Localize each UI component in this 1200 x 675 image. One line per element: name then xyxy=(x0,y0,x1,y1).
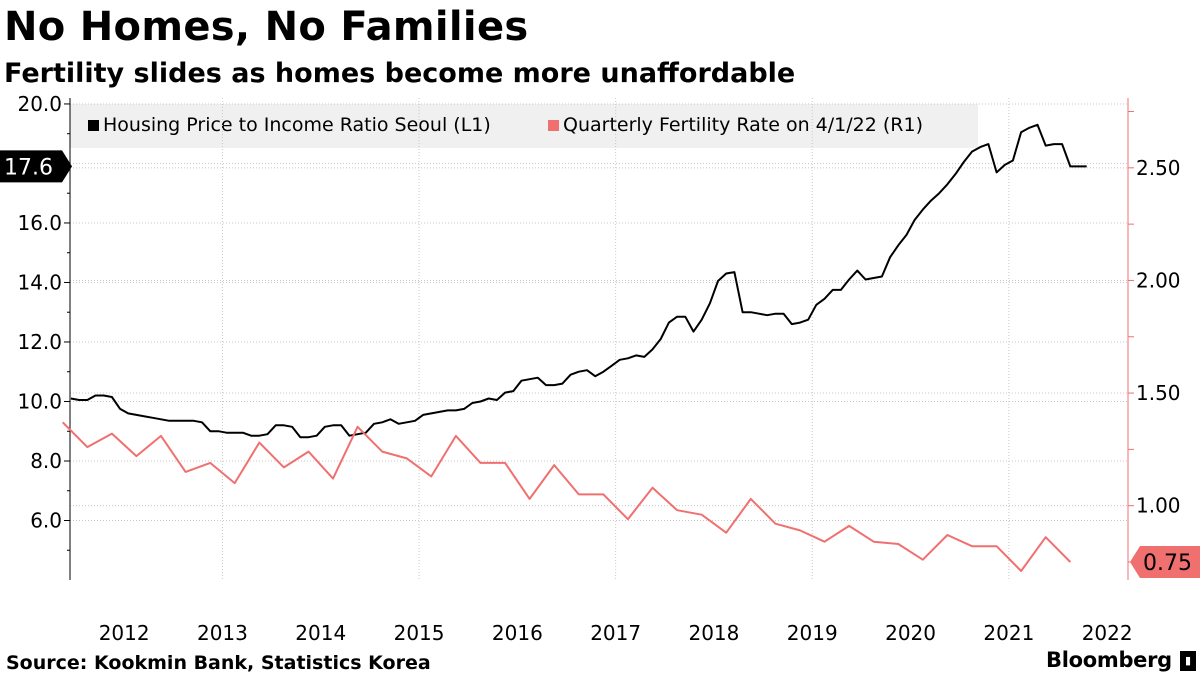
legend-item-fertility: Quarterly Fertility Rate on 4/1/22 (R1) xyxy=(548,114,923,136)
last-value-badge-left xyxy=(0,150,72,183)
last-value-badge-right xyxy=(1130,545,1200,578)
x-tick-label: 2015 xyxy=(394,621,445,645)
page-title: No Homes, No Families xyxy=(4,4,529,50)
legend-label-fertility: Quarterly Fertility Rate on 4/1/22 (R1) xyxy=(563,114,923,136)
legend-label-housing: Housing Price to Income Ratio Seoul (L1) xyxy=(103,114,491,136)
legend-swatch-fertility xyxy=(548,119,559,131)
right-tick-label: 2.00 xyxy=(1136,268,1181,292)
last-value-label-right: 0.75 xyxy=(1143,551,1192,576)
series-line-housing xyxy=(70,123,1087,439)
x-tick-label: 2019 xyxy=(787,621,838,645)
left-tick-label: 6.0 xyxy=(30,508,62,532)
left-tick-label: 14.0 xyxy=(17,270,62,294)
right-tick-label: 2.50 xyxy=(1136,156,1181,180)
legend-background xyxy=(70,104,978,148)
bloomberg-terminal-icon: ▮ xyxy=(1180,651,1196,671)
x-tick-label: 2016 xyxy=(492,621,543,645)
left-tick-label: 20.0 xyxy=(17,92,62,116)
last-value-label-left: 17.6 xyxy=(4,155,53,180)
x-tick-label: 2014 xyxy=(295,621,346,645)
left-tick-label: 8.0 xyxy=(30,449,62,473)
legend-item-housing: Housing Price to Income Ratio Seoul (L1) xyxy=(88,114,491,136)
x-tick-label: 2021 xyxy=(983,621,1034,645)
x-tick-label: 2022 xyxy=(1082,621,1133,645)
series-line-fertility xyxy=(61,421,1072,572)
right-tick-label: 1.00 xyxy=(1136,494,1181,518)
left-tick-label: 16.0 xyxy=(17,211,62,235)
x-tick-label: 2020 xyxy=(885,621,936,645)
source-note: Source: Kookmin Bank, Statistics Korea xyxy=(6,652,431,674)
x-tick-label: 2012 xyxy=(99,621,150,645)
left-tick-label: 12.0 xyxy=(17,330,62,354)
right-tick-label: 1.50 xyxy=(1136,381,1181,405)
bloomberg-logo: Bloomberg xyxy=(1046,648,1172,672)
x-tick-label: 2013 xyxy=(197,621,248,645)
legend-swatch-housing xyxy=(88,119,99,131)
x-tick-label: 2017 xyxy=(590,621,641,645)
page-subtitle: Fertility slides as homes become more un… xyxy=(4,58,796,89)
x-tick-label: 2018 xyxy=(688,621,739,645)
left-tick-label: 10.0 xyxy=(17,389,62,413)
